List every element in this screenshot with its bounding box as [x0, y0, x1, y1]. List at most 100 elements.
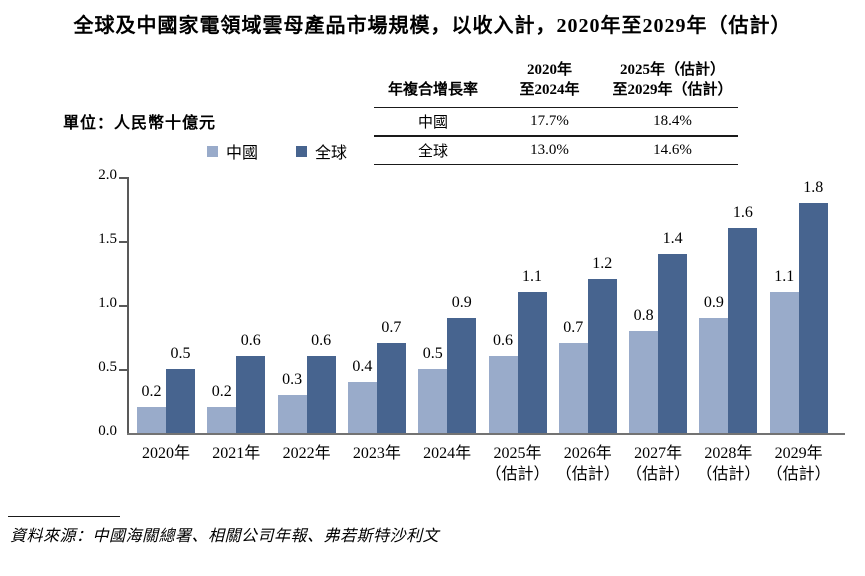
bar-value-label: 0.5: [170, 345, 191, 362]
bar-value-label: 0.6: [493, 332, 513, 350]
y-axis-tick: [119, 369, 127, 371]
x-axis-label: 2028年 （估計）: [683, 443, 773, 485]
y-axis-tick-label: 0.0: [98, 423, 117, 439]
china-swatch-icon: [207, 145, 218, 157]
x-axis-label: 2020年: [121, 443, 211, 464]
legend-item-global: 全球: [296, 139, 347, 163]
bar-value-label: 0.6: [240, 332, 261, 350]
cagr-row-label: 全球: [417, 144, 448, 160]
bar-china: [418, 369, 448, 433]
bar-china: [207, 407, 237, 433]
bar-china: [347, 381, 377, 433]
cagr-header-2025-2029: 2025年（估計） 至2029年（估計）: [612, 62, 733, 98]
y-axis-tick: [119, 177, 127, 179]
y-axis-tick-label: 1.0: [98, 295, 117, 311]
legend-item-china: 中國: [207, 139, 258, 163]
x-axis-label: 2029年 （估計）: [754, 443, 844, 485]
legend-label-china: 中國: [226, 145, 259, 162]
x-axis-label: 2027年 （估計）: [613, 443, 703, 485]
bar-value-label: 1.2: [592, 255, 613, 273]
cagr-header-2020-2024: 2020年 至2024年: [519, 62, 580, 98]
y-axis-tick-label: 0.5: [98, 359, 117, 375]
bar-china: [488, 356, 518, 433]
x-axis-label-line: 2029年: [774, 445, 823, 462]
unit-label: 單位：人民幣十億元: [63, 115, 217, 132]
bar-global: [447, 317, 477, 433]
bar-value-label: 1.6: [732, 204, 753, 222]
x-axis-label-line: 2020年: [141, 445, 190, 462]
bar-value-label: 1.1: [774, 268, 795, 286]
x-axis-label-line: 2024年: [423, 445, 472, 462]
cagr-row-china: 中國 17.7% 18.4%: [374, 108, 738, 137]
bar-china: [629, 330, 659, 433]
cagr-value: 13.0%: [530, 142, 569, 158]
bar-global: [798, 202, 828, 433]
bar-global: [306, 356, 336, 433]
y-axis-line: [127, 177, 129, 435]
bar-china: [137, 407, 166, 433]
bar-value-label: 0.8: [633, 306, 654, 324]
bar-value-label: 0.9: [703, 293, 724, 311]
x-axis-label-line: （估計）: [555, 466, 620, 483]
x-axis-label: 2026年 （估計）: [543, 443, 633, 485]
bar-china: [769, 292, 799, 433]
bar-china: [558, 343, 588, 433]
x-axis-label-line: 2022年: [282, 445, 331, 462]
cagr-table-header: 年複合增長率 2020年 至2024年 2025年（估計） 至2029年（估計）: [374, 60, 738, 108]
x-axis-line: [127, 433, 845, 435]
x-axis-label-line: 2021年: [212, 445, 261, 462]
bar-value-label: 0.3: [282, 370, 303, 388]
x-axis-label: 2021年: [191, 443, 281, 464]
cagr-value: 18.4%: [653, 113, 692, 129]
source-note: 資料來源：中國海關總署、相關公司年報、弗若斯特沙利文: [10, 528, 440, 545]
y-axis-tick-label: 1.5: [98, 231, 117, 247]
cagr-value: 17.7%: [530, 113, 569, 129]
bar-value-label: 0.7: [563, 319, 584, 337]
x-axis-label-line: （估計）: [766, 466, 831, 483]
cagr-header-metric: 年複合增長率: [387, 82, 478, 98]
source-divider: [8, 516, 120, 517]
legend-label-global: 全球: [315, 145, 348, 162]
x-axis-label: 2022年: [262, 443, 352, 464]
cagr-value: 14.6%: [653, 142, 692, 158]
cagr-row-label: 中國: [417, 115, 448, 131]
bar-global: [517, 292, 547, 433]
bar-value-label: 1.1: [522, 268, 542, 286]
cagr-table: 年複合增長率 2020年 至2024年 2025年（估計） 至2029年（估計）…: [374, 60, 738, 165]
x-axis-label-line: （估計）: [485, 466, 550, 483]
global-swatch-icon: [296, 145, 308, 157]
bar-global: [236, 356, 266, 433]
bar-china: [699, 317, 729, 433]
y-axis-tick: [119, 241, 127, 243]
bar-global: [376, 343, 406, 433]
bar-value-label: 0.5: [422, 345, 443, 362]
x-axis-label-line: 2027年: [634, 445, 683, 462]
bar-global: [166, 369, 195, 433]
x-axis-label-line: 2026年: [563, 445, 612, 462]
bar-global: [728, 228, 758, 433]
bar-value-label: 0.6: [311, 332, 332, 350]
y-axis-tick: [119, 305, 127, 307]
x-axis-label: 2025年 （估計）: [473, 443, 563, 485]
x-axis-label-line: 2025年: [493, 445, 542, 462]
cagr-row-global: 全球 13.0% 14.6%: [374, 137, 738, 165]
bar-global: [658, 253, 688, 433]
bar-china: [277, 394, 307, 433]
bar-value-label: 0.2: [141, 383, 162, 401]
bar-value-label: 0.9: [451, 293, 472, 311]
bar-value-label: 1.8: [803, 178, 824, 196]
x-axis-label-line: （估計）: [696, 466, 761, 483]
x-axis-label-line: 2028年: [704, 445, 753, 462]
bar-value-label: 1.4: [662, 229, 683, 247]
bar-value-label: 0.2: [211, 383, 232, 401]
bar-global: [587, 279, 617, 433]
x-axis-label-line: （估計）: [626, 466, 691, 483]
x-axis-label-line: 2023年: [352, 445, 401, 462]
x-axis-label: 2024年: [402, 443, 492, 464]
y-axis-tick-label: 2.0: [98, 167, 117, 183]
chart-title: 全球及中國家電領域雲母產品市場規模，以收入計，2020年至2029年（估計）: [73, 15, 792, 37]
bar-value-label: 0.7: [381, 319, 402, 337]
bar-value-label: 0.4: [352, 357, 373, 375]
x-axis-label: 2023年: [332, 443, 422, 464]
